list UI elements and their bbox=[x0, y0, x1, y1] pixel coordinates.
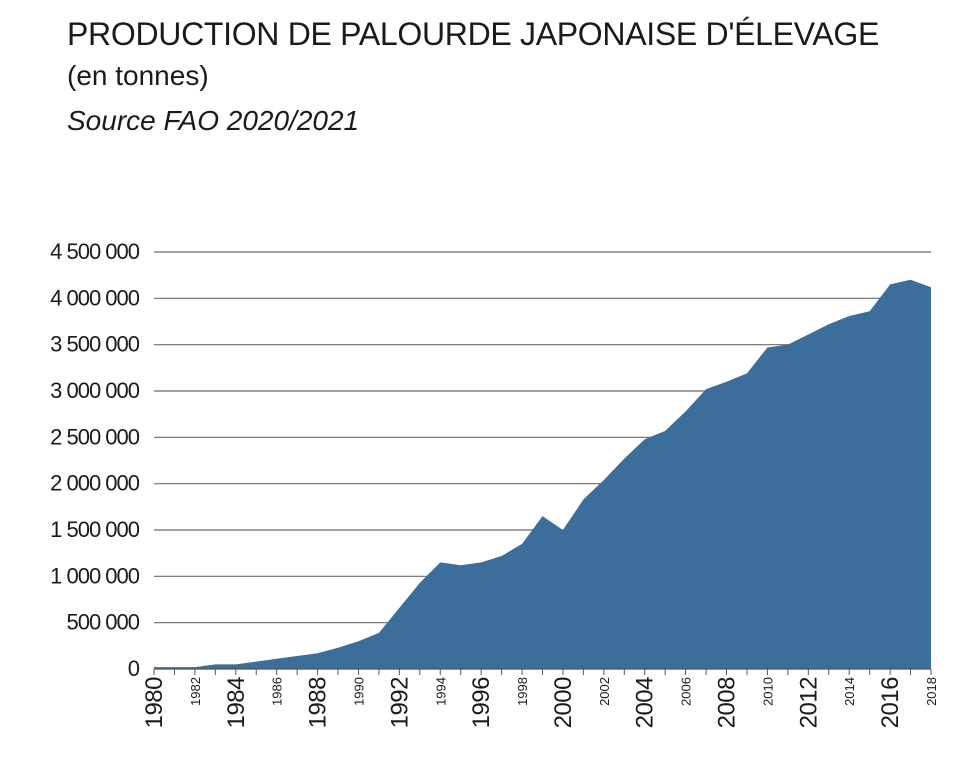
y-tick-label: 1 000 000 bbox=[50, 563, 140, 588]
x-tick-label: 1982 bbox=[188, 677, 203, 706]
x-tick-label: 2012 bbox=[795, 677, 822, 729]
y-tick-label: 500 000 bbox=[66, 610, 139, 635]
area-series bbox=[154, 279, 931, 669]
x-tick-label: 1996 bbox=[468, 677, 495, 729]
y-tick-label: 2 500 000 bbox=[50, 424, 140, 449]
x-tick-label: 2016 bbox=[877, 677, 904, 729]
y-tick-label: 2 000 000 bbox=[50, 471, 140, 496]
y-tick-label: 1 500 000 bbox=[50, 517, 140, 542]
x-tick-label: 1990 bbox=[351, 677, 366, 706]
x-tick-label: 2002 bbox=[597, 677, 612, 706]
x-tick-label: 1992 bbox=[386, 677, 413, 729]
x-tick-label: 1988 bbox=[305, 677, 332, 729]
y-tick-label: 4 500 000 bbox=[50, 239, 140, 264]
area-fill bbox=[154, 279, 931, 669]
x-tick-label: 1984 bbox=[223, 677, 250, 729]
x-axis: 1980 1982 1984 1986 1988 1990 1992 1994 1996 1998… bbox=[141, 668, 939, 729]
x-tick-label: 1980 bbox=[141, 677, 168, 729]
y-tick-label: 4 000 000 bbox=[50, 285, 140, 310]
x-tick-label: 2008 bbox=[714, 677, 741, 729]
chart-header: PRODUCTION DE PALOURDE JAPONAISE D'ÉLEVA… bbox=[67, 14, 948, 144]
x-tick-label: 1994 bbox=[433, 677, 448, 706]
x-tick-label: 2010 bbox=[760, 677, 775, 706]
x-tick-label: 2018 bbox=[924, 677, 939, 706]
chart-source: Source FAO 2020/2021 bbox=[67, 105, 360, 136]
y-tick-label: 3 000 000 bbox=[50, 378, 140, 403]
x-tick-label: 2000 bbox=[550, 677, 577, 729]
chart-subtitle: (en tonnes) bbox=[67, 60, 209, 91]
y-tick-label: 3 500 000 bbox=[50, 332, 140, 357]
y-axis: 0 500 000 1 000 000 1 500 000 2 000 000 2 500… bbox=[50, 239, 141, 681]
y-tick-label: 0 bbox=[128, 656, 140, 681]
x-tick-label: 2014 bbox=[842, 677, 857, 706]
chart-title: PRODUCTION DE PALOURDE JAPONAISE D'ÉLEVA… bbox=[67, 16, 880, 52]
x-tick-label: 2006 bbox=[679, 677, 694, 706]
x-tick-label: 1998 bbox=[515, 677, 530, 706]
x-tick-label: 2004 bbox=[632, 677, 659, 729]
x-tick-label: 1986 bbox=[270, 677, 285, 706]
